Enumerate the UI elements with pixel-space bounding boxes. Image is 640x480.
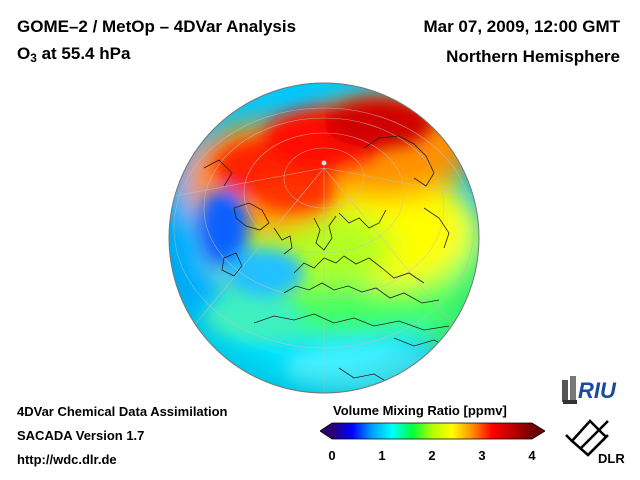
legend-title: Volume Mixing Ratio [ppmv] <box>333 403 507 418</box>
colorbar-tick-4: 4 <box>528 448 536 463</box>
colorbar <box>320 422 545 440</box>
colorbar-tick-0: 0 <box>328 448 336 463</box>
map-title: GOME–2 / MetOp – 4DVar Analysis <box>17 17 297 36</box>
species-suffix: at 55.4 hPa <box>36 44 131 63</box>
colorbar-bar <box>332 423 532 439</box>
footer-url[interactable]: http://wdc.dlr.de <box>17 452 117 467</box>
globe-outline <box>168 82 480 394</box>
colorbar-tick-1: 1 <box>378 448 386 463</box>
ozone-globe-map <box>168 82 480 394</box>
species-prefix: O <box>17 44 31 63</box>
region-label: Northern Hemisphere <box>446 47 620 66</box>
footer-system: 4DVar Chemical Data Assimilation <box>17 404 228 419</box>
riu-logo-text: RIU <box>578 378 617 403</box>
dlr-logo-text: DLR <box>598 451 625 466</box>
colorbar-tick-2: 2 <box>428 448 436 463</box>
species-subscript: 3 <box>30 50 37 65</box>
colorbar-tick-3: 3 <box>478 448 486 463</box>
footer-version: SACADA Version 1.7 <box>17 428 145 443</box>
date-label: Mar 07, 2009, 12:00 GMT <box>423 17 620 36</box>
colorbar-max-arrow <box>532 423 545 439</box>
dlr-logo: DLR <box>565 419 625 466</box>
ozone-field <box>169 83 479 393</box>
species-label: O3 at 55.4 hPa <box>17 44 130 65</box>
riu-logo: RIU <box>562 376 617 404</box>
colorbar-min-arrow <box>320 423 332 439</box>
